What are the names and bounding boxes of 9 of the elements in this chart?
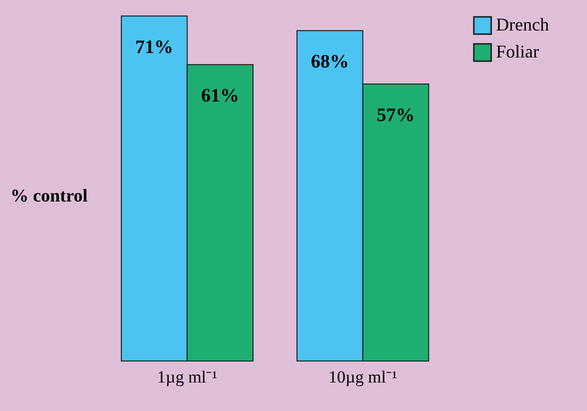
data-label: 61% xyxy=(201,86,240,107)
data-label: 57% xyxy=(376,105,415,126)
x-tick-label: 1µg ml⁻¹ xyxy=(157,368,218,386)
legend-label: Drench xyxy=(496,14,549,34)
data-label: 71% xyxy=(135,37,174,58)
y-axis-title: % control xyxy=(10,186,88,206)
legend-label: Foliar xyxy=(496,42,539,62)
x-tick-label: 10µg ml⁻¹ xyxy=(328,368,398,386)
data-label: 68% xyxy=(310,52,349,73)
